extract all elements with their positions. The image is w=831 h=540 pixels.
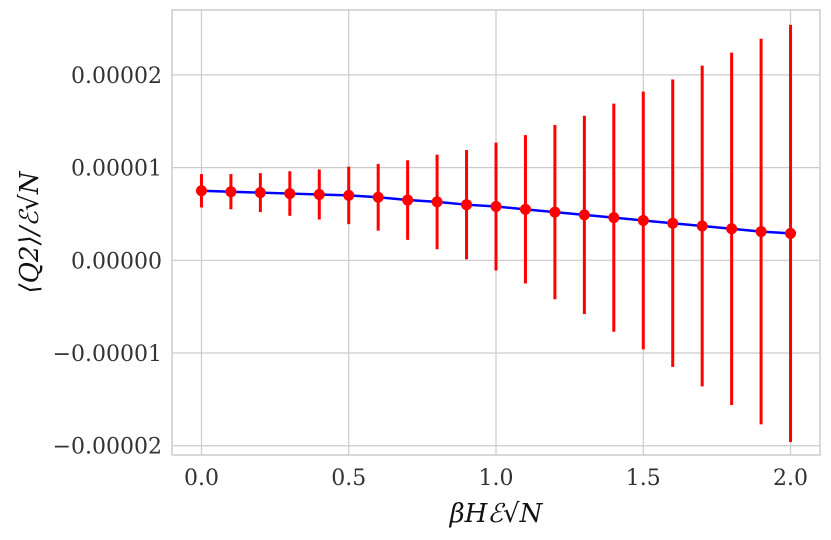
data-point <box>637 214 649 226</box>
data-point <box>372 191 384 203</box>
data-point <box>254 187 266 199</box>
data-point <box>431 196 443 208</box>
y-tick-label: 0.00001 <box>71 157 162 182</box>
data-point <box>726 223 738 235</box>
data-point <box>696 220 708 232</box>
tick-labels: 0.0 0.5 1.0 1.5 2.0 −0.00002 −0.00001 0.00000 0.… <box>53 64 808 491</box>
data-series <box>195 24 797 443</box>
data-point <box>755 226 767 238</box>
plot-frame <box>171 9 821 456</box>
data-point <box>667 217 679 229</box>
x-tick-label: 1.5 <box>626 466 661 491</box>
y-tick-label: −0.00002 <box>53 435 162 460</box>
x-tick-label: 0.0 <box>184 466 219 491</box>
axis-labels: βHℰ√N ⟨Q2⟩/ℰ√N <box>15 170 544 529</box>
x-tick-label: 1.0 <box>479 466 514 491</box>
data-point <box>519 203 531 215</box>
data-point <box>343 189 355 201</box>
y-tick-label: −0.00001 <box>53 342 162 367</box>
x-tick-label: 0.5 <box>331 466 366 491</box>
data-point <box>284 188 296 200</box>
y-tick-label: 0.00000 <box>71 249 162 274</box>
data-point <box>461 199 473 211</box>
data-point <box>490 201 502 213</box>
data-point <box>608 212 620 224</box>
data-point <box>225 186 237 198</box>
data-point <box>785 227 797 239</box>
y-tick-label: 0.00002 <box>71 64 162 89</box>
data-point <box>578 209 590 221</box>
y-axis-label: ⟨Q2⟩/ℰ√N <box>15 170 45 293</box>
data-point <box>313 188 325 200</box>
data-point <box>549 206 561 218</box>
x-axis-label: βHℰ√N <box>449 499 544 529</box>
data-point <box>402 194 414 206</box>
data-point <box>195 185 207 197</box>
x-tick-label: 2.0 <box>773 466 808 491</box>
